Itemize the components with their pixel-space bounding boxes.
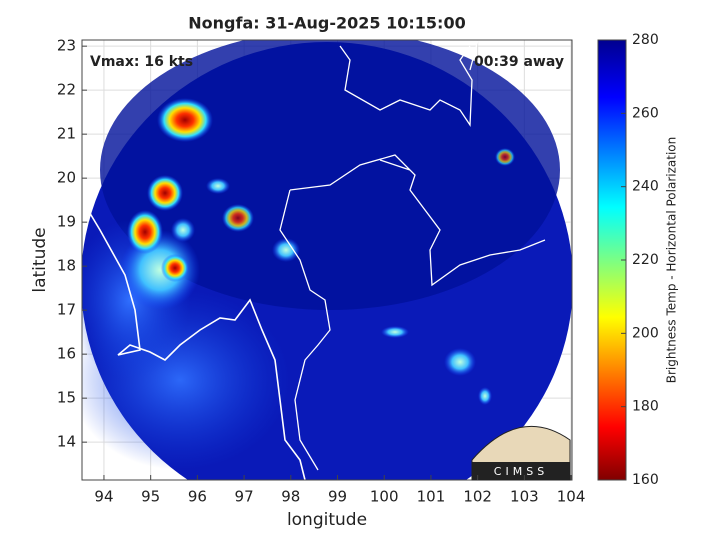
y-tick-label: 18 [57,257,76,275]
y-tick-label: 21 [57,125,76,143]
x-axis-label: longitude [287,510,367,530]
colorbar-tick-label: 180 [632,399,659,415]
y-tick-label: 16 [57,345,76,363]
y-tick-label: 22 [57,81,76,99]
x-tick-label: 96 [188,488,207,506]
x-tick-label: 98 [281,488,300,506]
chart-title: Nongfa: 31-Aug-2025 10:15:00 [188,14,465,33]
colorbar-tick-label: 280 [632,32,659,48]
logo-text: CIMSS [494,465,548,478]
x-tick-label: 104 [557,488,586,506]
y-tick-label: 17 [57,301,76,319]
y-tick-label: 19 [57,213,76,231]
colorbar-tick-label: 240 [632,179,659,195]
annotation: 00:39 away [474,54,564,70]
x-tick-label: 100 [370,488,399,506]
x-tick-label: 101 [417,488,446,506]
y-axis-label: latitude [30,227,50,292]
y-tick-label: 14 [57,433,76,451]
y-tick-label: 20 [57,169,76,187]
y-tick-label: 23 [57,37,76,55]
colorbar-tick-label: 200 [632,325,659,341]
y-tick-label: 15 [57,389,76,407]
x-tick-label: 103 [510,488,539,506]
logo: CIMSS [471,425,571,481]
colorbar-label: Brightness Temp - Horizontal Polarizatio… [665,137,679,384]
x-tick-label: 99 [328,488,347,506]
x-tick-label: 94 [94,488,113,506]
imagery [82,40,572,480]
colorbar-tick-label: 260 [632,105,659,121]
x-tick-label: 102 [463,488,492,506]
plot-frame [81,39,573,481]
colorbar-tick-label: 160 [632,472,659,488]
annotation: Vmax: 16 kts [90,54,193,70]
colorbar-tick-label: 220 [632,252,659,268]
x-tick-label: 97 [235,488,254,506]
x-tick-label: 95 [141,488,160,506]
